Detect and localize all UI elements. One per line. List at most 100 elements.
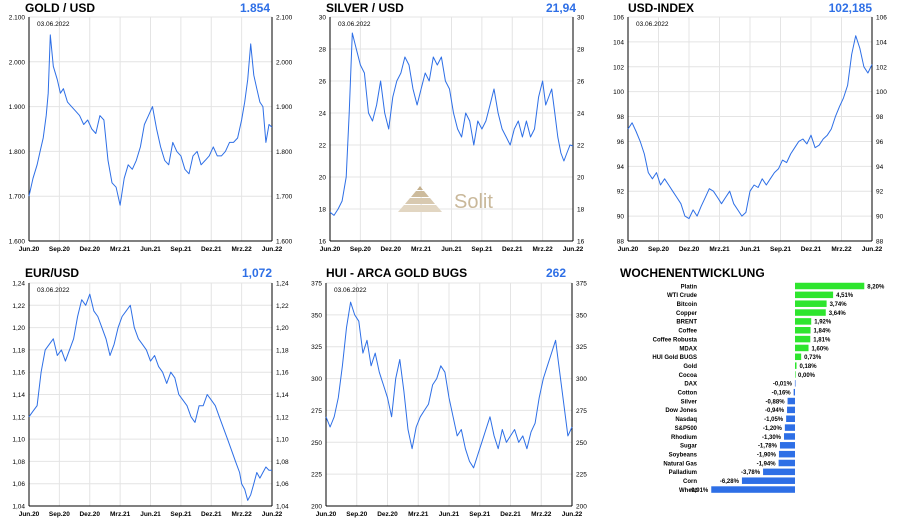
x-tick-label: Jun.21 [441, 246, 462, 253]
x-tick-label: Mrz.21 [110, 511, 131, 518]
x-tick-label: Jun.22 [862, 246, 883, 253]
x-tick-label: Sep.21 [170, 511, 191, 518]
y-tick-label-right: 1,24 [276, 281, 289, 288]
chart-title: WOCHENENTWICKLUNG [620, 266, 765, 280]
y-tick-label-right: 1.700 [276, 194, 293, 201]
bar-category-label: Copper [676, 311, 698, 317]
y-tick-label-right: 96 [876, 139, 884, 146]
x-tick-label: Jun.21 [140, 246, 161, 253]
y-tick-label-right: 1.800 [276, 149, 293, 156]
y-tick-label-right: 2.000 [276, 59, 293, 66]
chart-usd-index: 88 88 90 90 92 92 94 94 96 96 98 98 100 100 102 102 104 1… [613, 15, 887, 254]
y-tick-label-left: 250 [311, 440, 322, 447]
bar [779, 442, 795, 449]
bar [763, 468, 795, 476]
x-tick-label: Dez.21 [500, 511, 521, 518]
x-tick-label: Jun.22 [562, 511, 583, 518]
y-tick-label-right: 102 [876, 64, 887, 71]
bar [787, 406, 795, 414]
y-tick-label-right: 1,18 [276, 347, 289, 354]
y-tick-label-left: 94 [617, 164, 625, 171]
y-tick-label-right: 2.100 [276, 15, 293, 22]
series-line [627, 35, 873, 220]
bar-category-label: DAX [684, 382, 697, 388]
bar [795, 362, 797, 369]
x-tick-label: Mrz.22 [232, 511, 253, 518]
bar [795, 327, 811, 334]
bar-category-label: Dow Jones [665, 408, 697, 414]
y-tick-label-left: 1.600 [9, 239, 26, 246]
bar-category-label: MDAX [679, 346, 697, 352]
bar-category-label: Rhodium [671, 435, 697, 441]
chart-current-value: 1,072 [241, 266, 272, 280]
bar [711, 486, 795, 493]
chart-date-label: 03.06.2022 [338, 21, 371, 28]
y-tick-label-left: 1,04 [12, 504, 25, 511]
bar-value-label: -1,94% [757, 461, 777, 467]
x-tick-label: Mrz.21 [408, 511, 429, 518]
x-tick-label: Jun.20 [618, 246, 639, 253]
y-tick-label-left: 20 [319, 175, 327, 182]
bar-category-label: BRENT [676, 320, 697, 326]
y-tick-label-left: 106 [613, 15, 624, 22]
x-tick-label: Dez.20 [679, 246, 700, 253]
chart-title: GOLD / USD [25, 1, 96, 15]
chart-current-value: 1.854 [239, 1, 270, 15]
y-tick-label-left: 22 [319, 143, 327, 150]
y-tick-label-right: 325 [576, 344, 587, 351]
y-tick-label-left: 30 [319, 15, 327, 22]
y-tick-label-right: 26 [577, 79, 585, 86]
y-tick-label-right: 88 [876, 239, 884, 246]
bar-value-label: 0,18% [800, 364, 818, 370]
bar [795, 282, 865, 290]
chart-silver: 16 16 18 18 20 20 22 22 24 24 26 26 28 28 30 30 Jun.20 Se… [319, 15, 585, 254]
x-tick-label: Dez.21 [502, 246, 523, 253]
bar-category-label: Bitcoin [677, 302, 698, 308]
panel-hui: HUI - ARCA GOLD BUGS 262 200 200 225 225 250… [300, 261, 600, 522]
bar-value-label: -0,94% [765, 408, 785, 414]
y-tick-label-left: 98 [617, 114, 625, 121]
y-tick-label-right: 1,20 [276, 325, 289, 332]
bar-value-label: 1,60% [812, 346, 830, 352]
x-tick-label: Sep.20 [49, 511, 70, 518]
panel-weekly: WOCHENENTWICKLUNG Platin 8,20% WTI Crude 4,… [600, 261, 900, 522]
chart-weekly-bars: Platin 8,20% WTI Crude 4,51% Bitcoin 3,74% Cop… [652, 282, 885, 494]
x-tick-label: Mrz.22 [531, 511, 552, 518]
y-tick-label-right: 1,14 [276, 392, 289, 399]
bar [784, 433, 795, 440]
y-tick-label-left: 102 [613, 64, 624, 71]
y-tick-label-right: 92 [876, 189, 884, 196]
bar-value-label: -1,78% [758, 444, 778, 450]
bar-category-label: Platin [681, 284, 698, 290]
y-tick-label-right: 22 [577, 143, 585, 150]
bar-value-label: 1,84% [814, 329, 832, 335]
bar [795, 335, 811, 343]
chart-date-label: 03.06.2022 [636, 21, 669, 28]
y-tick-label-right: 375 [576, 281, 587, 288]
y-tick-label-left: 200 [311, 504, 322, 511]
y-tick-label-right: 90 [876, 214, 884, 221]
y-tick-label-right: 94 [876, 164, 884, 171]
bar-value-label: -9,91% [689, 488, 709, 494]
x-tick-label: Sep.21 [469, 511, 490, 518]
solit-logo-mark: Solit [398, 186, 493, 213]
y-tick-label-right: 1,10 [276, 437, 289, 444]
x-tick-label: Jun.22 [563, 246, 584, 253]
y-tick-label-right: 100 [876, 89, 887, 96]
bar-category-label: S&P500 [675, 426, 698, 432]
y-tick-label-left: 18 [319, 207, 327, 214]
chart-current-value: 21,94 [545, 1, 576, 15]
y-tick-label-left: 1,08 [12, 459, 25, 466]
y-tick-label-right: 1.600 [276, 239, 293, 246]
y-tick-label-left: 2.000 [9, 59, 26, 66]
bar-category-label: Palladium [669, 470, 697, 476]
y-tick-label-right: 1,22 [276, 303, 289, 310]
bar-value-label: -1,20% [763, 426, 783, 432]
x-tick-label: Sep.21 [170, 246, 191, 253]
panel-usd-index: USD-INDEX 102,185 88 88 90 90 92 92 94 94 96 96 98… [600, 0, 900, 261]
x-tick-label: Jun.22 [262, 246, 283, 253]
bar [795, 318, 812, 325]
bar-category-label: Natural Gas [663, 461, 697, 467]
x-tick-label: Sep.20 [346, 511, 367, 518]
chart-title: HUI - ARCA GOLD BUGS [326, 266, 468, 280]
